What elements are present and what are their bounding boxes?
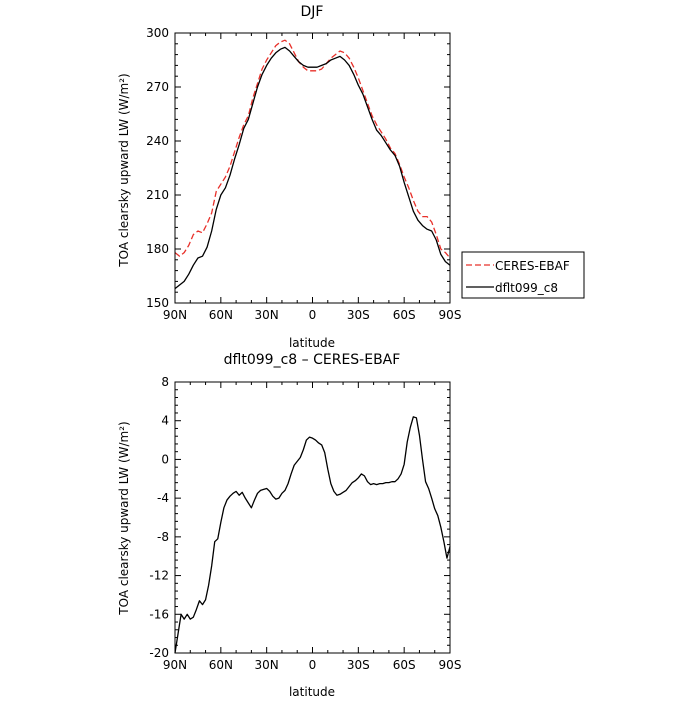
top-y-tick-label: 180 <box>146 242 169 256</box>
bottom-series-lines <box>174 416 451 654</box>
legend-label-dflt099-c8: dflt099_c8 <box>495 281 558 295</box>
bottom-panel: dflt099_c8 – CERES-EBAF TOA clearsky upw… <box>117 352 461 699</box>
top-x-axis-label: latitude <box>289 336 335 350</box>
top-x-tick-label: 0 <box>309 308 317 322</box>
bottom-tick-labels: 90N 60N 30N 0 30S 60S 90S -20 -16 -12 -8 -4 0 4 8 <box>149 375 461 672</box>
bottom-x-tick-label: 90S <box>439 658 462 672</box>
top-chart-title: DJF <box>301 4 324 20</box>
bottom-plot-frame <box>174 381 451 654</box>
bottom-x-tick-label: 90N <box>163 658 187 672</box>
top-x-tick-label: 90N <box>163 308 187 322</box>
top-series-line-ceres-ebaf <box>174 39 451 259</box>
bottom-y-tick-label: -8 <box>157 530 169 544</box>
top-series-line-dflt099-c8 <box>174 46 451 290</box>
top-y-axis-label: TOA clearsky upward LW (W/m²) <box>117 73 131 267</box>
legend-label-ceres-ebaf: CERES-EBAF <box>495 259 570 273</box>
top-x-tick-label: 90S <box>439 308 462 322</box>
bottom-y-axis-label: TOA clearsky upward LW (W/m²) <box>117 421 131 615</box>
bottom-y-tick-label: -4 <box>157 491 169 505</box>
bottom-chart-title: dflt099_c8 – CERES-EBAF <box>224 352 401 368</box>
bottom-y-tick-label: 8 <box>161 375 169 389</box>
top-x-tick-label: 60S <box>393 308 416 322</box>
top-y-tick-label: 150 <box>146 296 169 310</box>
top-y-tick-label: 240 <box>146 134 169 148</box>
bottom-y-tick-label: -16 <box>149 607 169 621</box>
bottom-y-tick-label: 0 <box>161 452 169 466</box>
top-x-tick-label: 30S <box>347 308 370 322</box>
bottom-x-tick-label: 30S <box>347 658 370 672</box>
bottom-series-line-difference <box>174 416 451 654</box>
top-x-tick-label: 60N <box>209 308 233 322</box>
top-y-tick-label: 300 <box>146 26 169 40</box>
top-plot-frame <box>174 32 451 304</box>
top-panel: DJF TOA clearsky upward LW (W/m²) latitu… <box>117 4 585 350</box>
bottom-y-tick-label: -20 <box>149 646 169 660</box>
top-y-tick-label: 270 <box>146 80 169 94</box>
top-y-tick-label: 210 <box>146 188 169 202</box>
top-series-lines <box>174 39 451 290</box>
bottom-x-tick-label: 60N <box>209 658 233 672</box>
bottom-x-tick-label: 30N <box>255 658 279 672</box>
legend-box <box>461 251 585 299</box>
bottom-x-axis-label: latitude <box>289 685 335 699</box>
top-x-tick-label: 30N <box>255 308 279 322</box>
bottom-x-tick-label: 0 <box>309 658 317 672</box>
bottom-x-tick-label: 60S <box>393 658 416 672</box>
bottom-y-tick-label: 4 <box>161 414 169 428</box>
bottom-y-tick-label: -12 <box>149 569 169 583</box>
legend: CERES-EBAF dflt099_c8 <box>461 251 585 299</box>
top-tick-labels: 90N 60N 30N 0 30S 60S 90S 150 180 210 240 270 300 <box>146 26 461 322</box>
